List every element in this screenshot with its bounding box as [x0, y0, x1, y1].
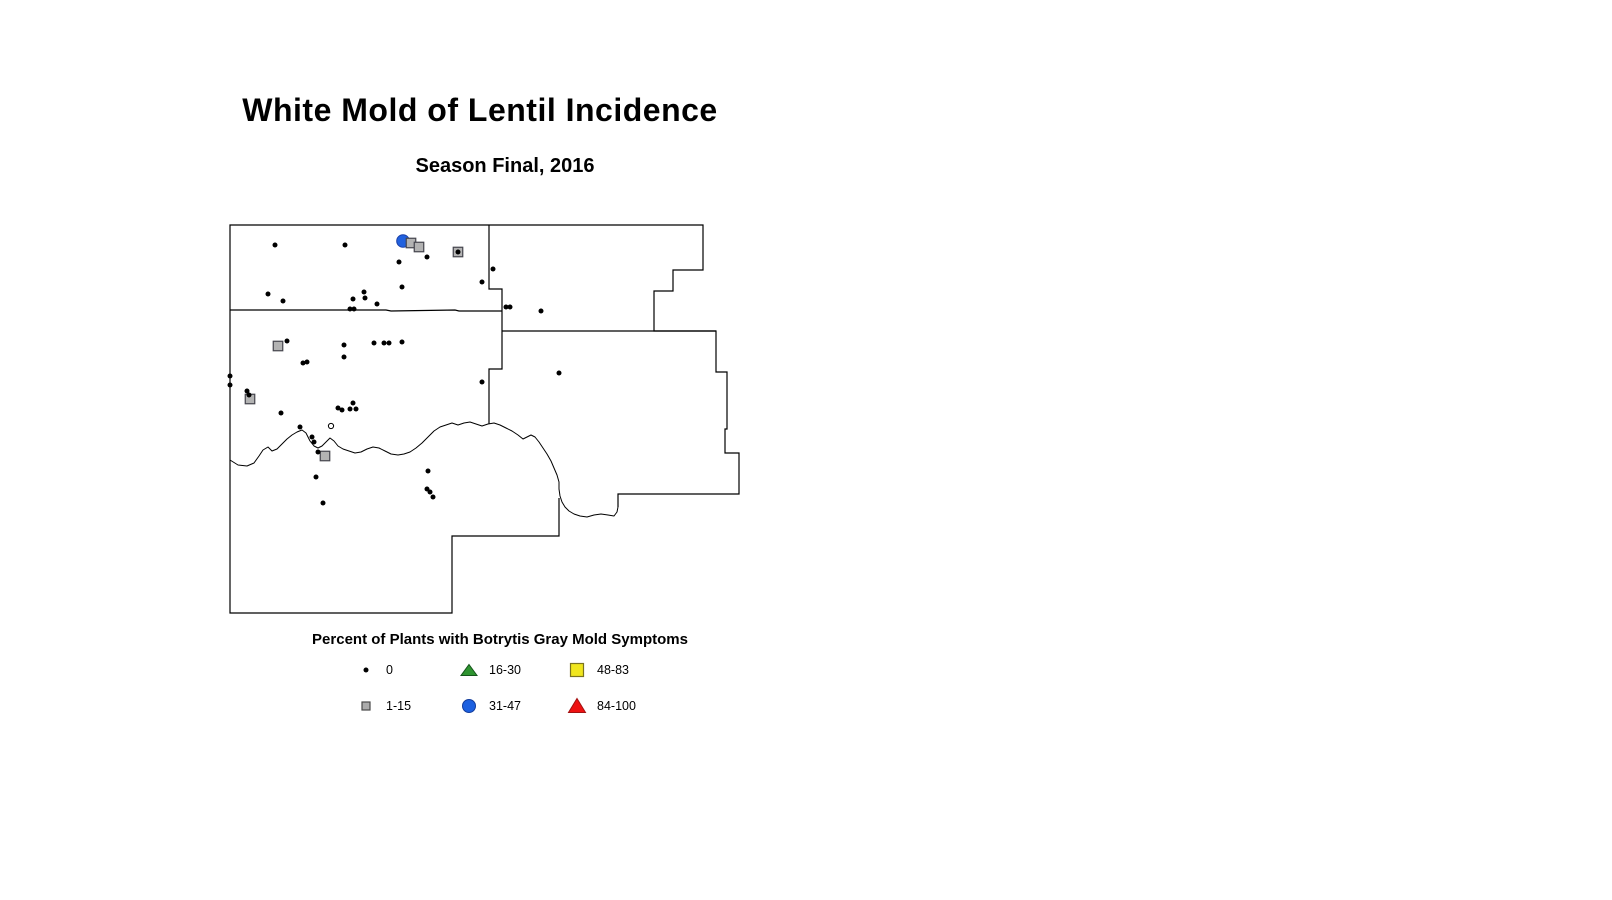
map-point-black-dot-0: [350, 296, 356, 302]
yellow-square-icon: [563, 661, 591, 679]
map-point-black-dot-0: [371, 340, 377, 346]
map-point-black-dot-0: [341, 342, 347, 348]
figure-title: White Mold of Lentil Incidence: [242, 92, 718, 128]
map-point-black-dot-0: [347, 306, 353, 312]
legend-item: 84-100: [563, 697, 636, 715]
map-point-gray-square-1-15: [319, 450, 331, 462]
map-point-black-dot-0: [351, 306, 357, 312]
map-point-black-dot-0: [479, 279, 485, 285]
map-point-black-dot-0: [272, 242, 278, 248]
map-point-black-dot-0: [347, 406, 353, 412]
map-point-black-dot-0: [399, 284, 405, 290]
map-point-black-dot-0: [341, 354, 347, 360]
map-point-black-dot-0: [361, 289, 367, 295]
legend-item-label: 84-100: [597, 699, 636, 713]
map-point-black-dot-0: [311, 439, 317, 445]
river-boundary-path: [229, 421, 619, 518]
map-point-black-dot-0: [399, 339, 405, 345]
map-point-black-dot-0: [313, 474, 319, 480]
map-data-points: [227, 234, 562, 506]
map-point-black-dot-0: [284, 338, 290, 344]
county-boundary-path: [488, 331, 503, 424]
map-point-black-dot-0: [227, 373, 233, 379]
map-point-black-dot-0: [425, 468, 431, 474]
map-point-black-dot-0: [479, 379, 485, 385]
map-point-black-dot-0: [374, 301, 380, 307]
map-point-gray-square-1-15: [272, 340, 284, 352]
map-point-black-dot-0: [320, 500, 326, 506]
map-point-black-dot-0: [315, 449, 321, 455]
map-point-black-dot-0: [342, 242, 348, 248]
map-point-gray-square-1-15: [413, 241, 425, 253]
map-point-black-dot-0: [304, 359, 310, 365]
map-point-black-dot-0: [265, 291, 271, 297]
river-island: [327, 422, 335, 430]
legend-item: 16-30: [455, 661, 521, 679]
map-point-black-dot-0: [244, 388, 250, 394]
map-point-dot-in-square: [455, 249, 461, 255]
county-boundary-path: [229, 224, 740, 614]
map-point-black-dot-0: [297, 424, 303, 430]
map-point-black-dot-0: [227, 382, 233, 388]
map-point-black-dot-0: [427, 489, 433, 495]
red-triangle-icon: [563, 697, 591, 715]
county-boundary-path: [488, 225, 503, 331]
legend-item-label: 1-15: [386, 699, 412, 713]
map-point-black-dot-0: [350, 400, 356, 406]
legend-item-label: 0: [386, 663, 393, 677]
legend-item-label: 16-30: [489, 663, 521, 677]
map-point-black-dot-0: [335, 405, 341, 411]
map-point-black-dot-0: [490, 266, 496, 272]
county-boundary-path: [230, 309, 502, 312]
map-point-black-dot-0: [309, 434, 315, 440]
map-point-black-dot-0: [246, 392, 252, 398]
map-point-black-dot-0: [430, 494, 436, 500]
figure-subtitle: Season Final, 2016: [415, 155, 595, 177]
legend-item: 48-83: [563, 661, 629, 679]
legend-item-label: 48-83: [597, 663, 629, 677]
map-point-black-dot-0: [339, 407, 345, 413]
map-point-black-dot-0: [381, 340, 387, 346]
legend-title: Percent of Plants with Botrytis Gray Mol…: [312, 631, 688, 648]
map-point-black-dot-0: [353, 406, 359, 412]
map-point-black-dot-0: [362, 295, 368, 301]
map-point-black-dot-0: [300, 360, 306, 366]
county-boundaries: [229, 224, 740, 614]
map-point-black-dot-0: [503, 304, 509, 310]
map-point-black-dot-0: [424, 254, 430, 260]
map-point-black-dot-0: [386, 340, 392, 346]
blue-circle-icon: [455, 697, 483, 715]
black-dot-icon: [352, 661, 380, 679]
map-point-black-dot-0: [507, 304, 513, 310]
legend-item: 31-47: [455, 697, 521, 715]
map-point-black-dot-0: [396, 259, 402, 265]
legend-item: 1-15: [352, 697, 411, 715]
map-point-black-dot-0: [538, 308, 544, 314]
legend-item-label: 31-47: [489, 699, 521, 713]
legend-item: 0: [352, 661, 393, 679]
map-point-black-dot-0: [278, 410, 284, 416]
map-point-black-dot-0: [280, 298, 286, 304]
green-triangle-icon: [455, 661, 483, 679]
map-point-black-dot-0: [556, 370, 562, 376]
gray-square-icon: [352, 697, 380, 715]
